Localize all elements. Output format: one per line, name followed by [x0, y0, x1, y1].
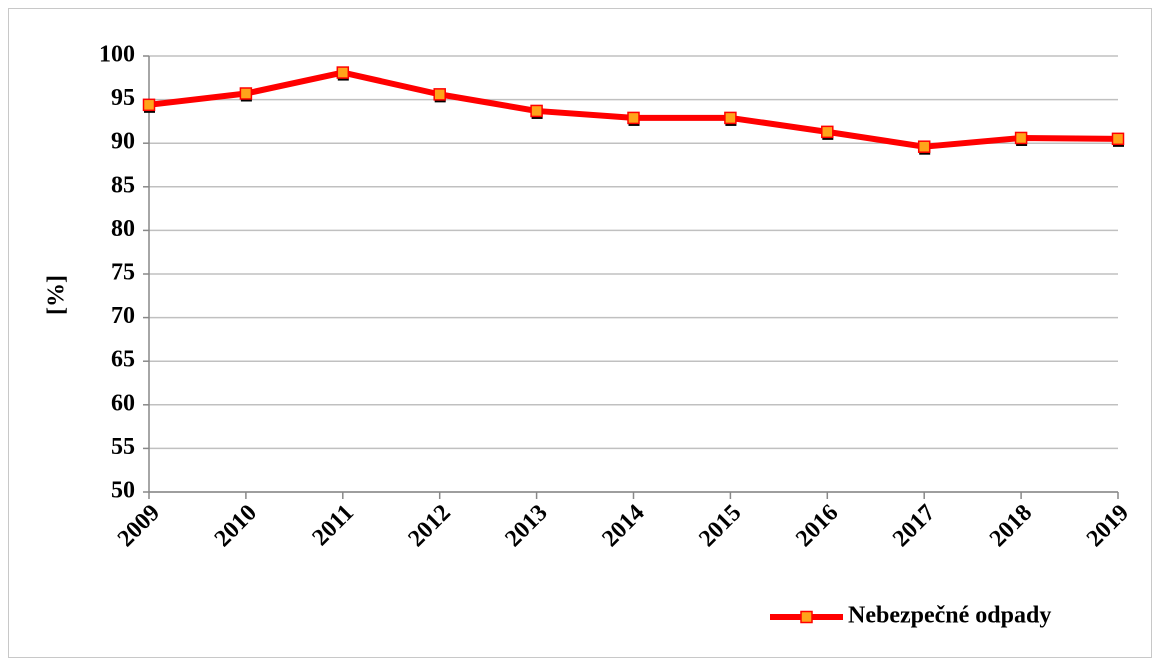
- marker: [239, 87, 253, 102]
- marker-square: [724, 111, 737, 125]
- legend-label: Nebezpečné odpady: [848, 603, 1051, 629]
- marker: [142, 98, 156, 113]
- marker: [821, 125, 834, 140]
- marker: [433, 88, 446, 103]
- marker: [917, 140, 931, 155]
- marker-square: [821, 125, 834, 139]
- y-tick-label: 65: [111, 347, 135, 373]
- marker-square: [142, 98, 156, 112]
- y-tick-label: 50: [111, 478, 135, 504]
- marker: [724, 111, 737, 126]
- marker-square: [239, 87, 253, 100]
- y-tick-label: 70: [111, 303, 135, 329]
- y-tick-label: 75: [111, 260, 135, 286]
- marker-square: [1014, 131, 1028, 145]
- y-tick-label: 95: [111, 85, 135, 111]
- marker: [530, 104, 543, 119]
- marker: [627, 111, 640, 126]
- marker-square: [336, 66, 350, 79]
- marker-square: [627, 111, 640, 125]
- legend-marker: [800, 610, 813, 624]
- y-axis-label: [%]: [44, 275, 70, 315]
- marker-square: [433, 88, 446, 101]
- y-tick-label: 85: [111, 172, 135, 198]
- marker: [1014, 131, 1028, 146]
- marker: [336, 66, 350, 81]
- y-tick-label: 90: [111, 129, 135, 155]
- chart-border: [8, 8, 1152, 658]
- marker-square: [530, 104, 543, 118]
- marker-square: [1111, 132, 1125, 146]
- marker: [1111, 132, 1125, 147]
- marker-square: [917, 140, 931, 153]
- y-tick-label: 60: [111, 390, 135, 416]
- y-tick-label: 80: [111, 216, 135, 242]
- y-tick-label: 55: [111, 434, 135, 460]
- y-tick-label: 100: [99, 42, 135, 68]
